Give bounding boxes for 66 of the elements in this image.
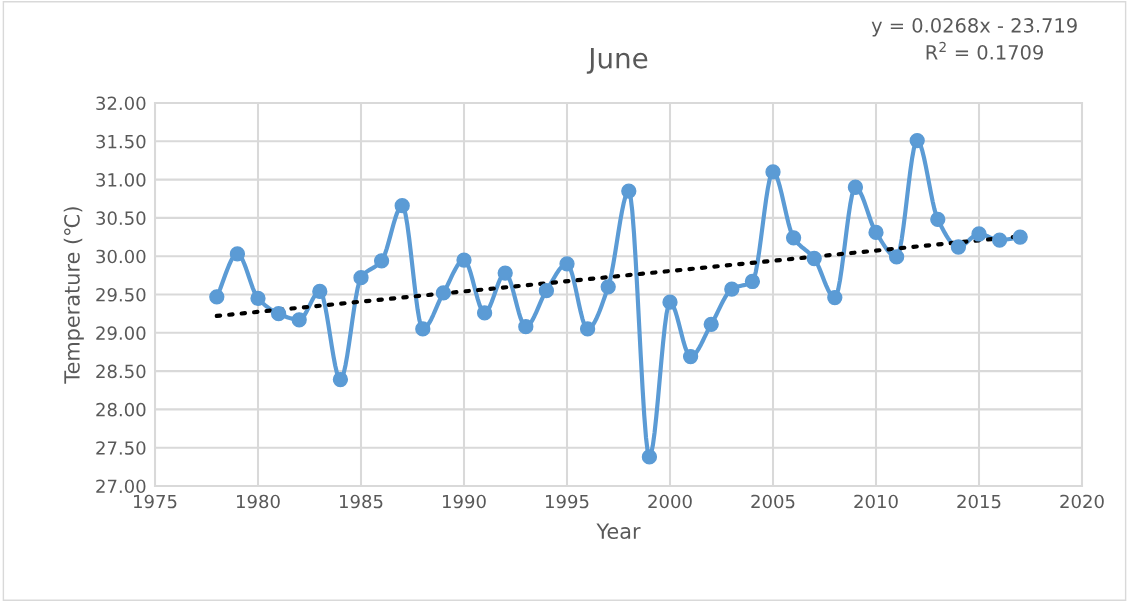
point [270,306,287,322]
x-tick-label: 1975 [134,494,177,509]
x-tick-label: 2010 [854,494,898,509]
point [353,270,369,286]
x-tick-label: 1990 [443,494,486,509]
point [415,321,431,337]
text: R$^{2}$ = 0.1709 [926,41,1043,60]
y-tick-label: 29.00 [96,326,146,340]
point [682,348,699,365]
x-axis-title: Year [596,523,641,540]
point [641,449,658,465]
point [930,211,946,228]
x-tick-label: 2005 [751,494,795,509]
x-tick-label: 2020 [1060,494,1104,509]
point [209,289,225,305]
point [950,239,967,255]
y-tick-label: 28.00 [96,402,146,417]
x-tick-label: 1985 [340,494,383,509]
y-tick-label: 28.50 [96,364,146,379]
chart-title: June [586,48,648,74]
y-tick-label: 27.50 [96,441,146,455]
point [332,371,349,388]
point [621,183,637,199]
y-tick-label: 31.00 [96,173,146,187]
point [559,256,575,272]
point [1012,229,1028,245]
point [497,265,513,281]
x-tick-label: 1995 [546,494,589,509]
y-tick-label: 30.00 [96,249,146,264]
point [312,283,328,300]
point [250,290,266,306]
point [765,164,781,180]
y-axis-title: Temperature (℃) [63,207,84,384]
y-tick-label: 27.00 [96,479,146,494]
point [744,273,761,290]
point [724,281,740,297]
point [971,226,987,242]
point [909,132,925,149]
point [435,285,452,301]
point [806,250,822,267]
point [600,279,616,295]
point [662,294,678,310]
point [991,232,1008,248]
x-tick-label: 2015 [957,494,1001,509]
point [847,179,864,195]
point [291,312,307,328]
point [579,321,596,337]
point [827,289,843,306]
y-tick-label: 31.50 [96,134,146,149]
point [476,305,493,321]
point [394,198,410,214]
point [785,230,802,246]
text: y = 0.0268x - 23.719 [871,18,1077,37]
y-tick-label: 29.50 [96,287,146,302]
point [538,283,555,299]
point [518,319,534,335]
point [229,246,246,262]
y-tick-label: 30.50 [96,211,146,226]
point [888,249,905,265]
x-tick-label: 2000 [648,494,692,509]
point [868,224,884,241]
point [456,252,472,268]
y-tick-label: 32.00 [96,96,146,111]
point [703,316,719,333]
point [373,253,390,269]
x-tick-label: 1980 [237,494,280,509]
